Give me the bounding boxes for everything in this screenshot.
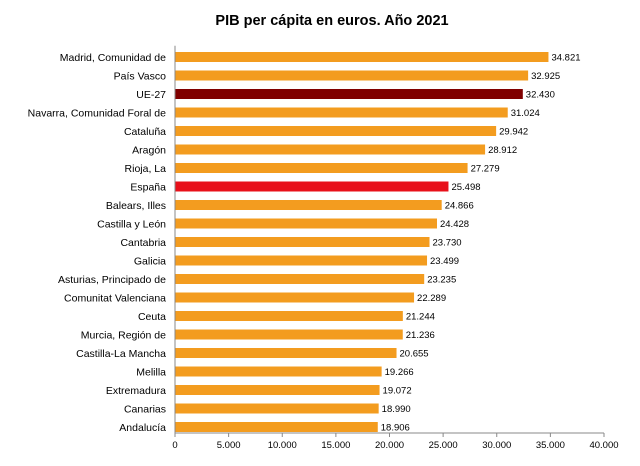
value-label-cantabria: 23.730 [433,238,462,249]
category-label-extremadura: Extremadura [106,385,166,397]
bar-murcia-region-de [175,329,403,340]
category-label-castilla-y-leon: Castilla y León [97,219,166,231]
category-label-asturias-principado-de: Asturias, Principado de [58,274,166,286]
category-label-cataluna: Cataluña [124,126,166,138]
bar-navarra-comunidad-foral-de [175,107,508,118]
category-label-rioja-la: Rioja, La [125,163,167,175]
x-tick-label: 0 [172,440,177,451]
value-label-castilla-y-leon: 24.428 [440,219,469,230]
category-label-castilla-la-mancha: Castilla-La Mancha [76,348,166,360]
value-label-comunitat-valenciana: 22.289 [417,293,446,304]
chart-title: PIB per cápita en euros. Año 2021 [215,13,448,29]
value-label-melilla: 19.266 [385,367,414,378]
x-axis: 0 5.000 10.000 15.000 20.000 25.000 30.000 35.0… [172,45,619,451]
value-label-rioja-la: 27.279 [471,164,500,175]
value-label-galicia: 23.499 [430,256,459,267]
value-label-castilla-la-mancha: 20.655 [400,349,429,360]
category-label-espana: España [130,182,166,194]
category-label-madrid-comunidad-de: Madrid, Comunidad de [60,52,166,64]
bar-comunitat-valenciana [175,292,415,303]
value-label-balears-illes: 24.866 [445,201,474,212]
value-label-murcia-region-de: 21.236 [406,330,435,341]
x-tick-label: 35.000 [536,440,565,451]
bar-espana [175,181,449,192]
bar-cantabria [175,237,430,247]
value-label-cataluna: 29.942 [499,127,528,138]
value-label-aragon: 28.912 [488,145,517,156]
x-tick-label: 10.000 [268,440,297,451]
bar-castilla-y-leon [175,218,437,229]
bar-aragon [175,144,486,155]
category-label-melilla: Melilla [136,367,166,379]
bar-pais-vasco [175,70,529,81]
value-label-navarra-comunidad-foral-de: 31.024 [511,108,540,119]
x-tick-label: 5.000 [217,440,241,451]
bar-andalucia [175,422,378,432]
category-label-pais-vasco: País Vasco [114,71,166,83]
category-label-andalucia: Andalucía [119,422,166,434]
bar-rioja-la [175,163,468,173]
value-label-extremadura: 19.072 [383,386,412,397]
x-tick-label: 30.000 [482,440,511,451]
category-label-galicia: Galicia [134,256,166,268]
category-label-balears-illes: Balears, Illes [106,200,166,212]
category-label-ue-27: UE-27 [136,89,166,101]
value-label-madrid-comunidad-de: 34.821 [551,53,580,64]
bar-melilla [175,366,382,377]
value-label-ceuta: 21.244 [406,312,435,323]
value-label-ue-27: 32.430 [526,90,555,101]
category-label-murcia-region-de: Murcia, Región de [81,330,166,342]
bar-canarias [175,403,379,414]
bar-galicia [175,255,428,266]
value-label-pais-vasco: 32.925 [531,71,560,82]
x-tick-label: 15.000 [321,440,350,451]
value-label-espana: 25.498 [451,182,480,193]
category-label-ceuta: Ceuta [138,311,166,323]
category-label-cantabria: Cantabria [120,237,166,249]
category-labels-group: Madrid, Comunidad de País Vasco UE-27 Navar… [28,52,166,434]
x-tick-label: 25.000 [429,440,458,451]
value-label-canarias: 18.990 [382,404,411,415]
value-labels-group: 34.821 32.925 32.430 31.024 29.942 28.912 27.2… [381,53,581,434]
bar-cataluna [175,126,497,136]
bar-castilla-la-mancha [175,348,397,358]
bar-ue-27 [175,89,523,99]
bars-group [175,52,549,432]
x-tick-label: 40.000 [589,440,618,451]
value-label-andalucia: 18.906 [381,423,410,434]
category-label-comunitat-valenciana: Comunitat Valenciana [64,293,166,305]
bar-extremadura [175,385,380,395]
category-label-navarra-comunidad-foral-de: Navarra, Comunidad Foral de [28,108,166,120]
bar-asturias-principado-de [175,274,425,284]
category-label-aragon: Aragón [132,145,166,157]
bar-ceuta [175,311,403,321]
value-label-asturias-principado-de: 23.235 [427,275,456,286]
bar-madrid-comunidad-de [175,52,549,62]
bar-balears-illes [175,200,442,210]
category-label-canarias: Canarias [124,404,166,416]
x-tick-label: 20.000 [375,440,404,451]
